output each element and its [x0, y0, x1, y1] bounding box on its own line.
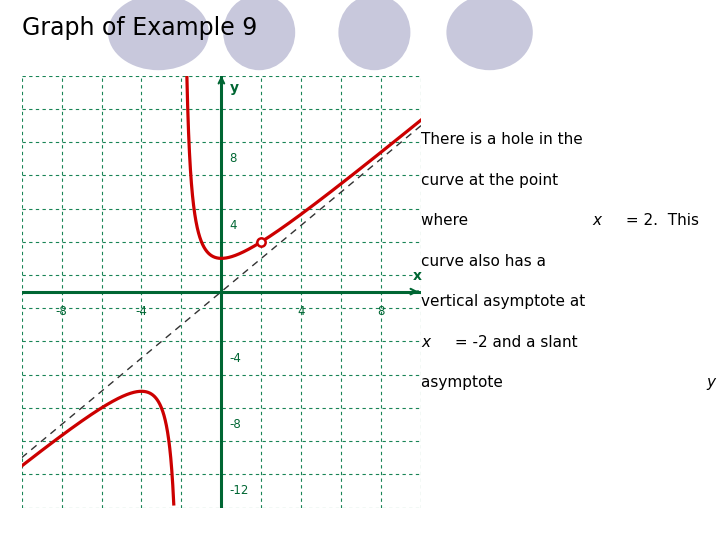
Text: = -2 and a slant: = -2 and a slant: [450, 335, 577, 350]
Text: 8: 8: [230, 152, 237, 165]
Text: -8: -8: [230, 418, 241, 431]
Text: -4: -4: [135, 305, 148, 318]
Text: -8: -8: [55, 305, 68, 318]
Text: y: y: [230, 80, 238, 94]
Text: 4: 4: [297, 305, 305, 318]
Text: x: x: [413, 269, 422, 284]
Text: 8: 8: [377, 305, 385, 318]
Text: vertical asymptote at: vertical asymptote at: [421, 294, 585, 309]
Text: where: where: [421, 213, 473, 228]
Text: = 2.  This: = 2. This: [621, 213, 699, 228]
Text: 4: 4: [230, 219, 237, 232]
Text: -12: -12: [230, 484, 249, 497]
Text: Graph of Example 9: Graph of Example 9: [22, 16, 257, 40]
Text: x: x: [593, 213, 601, 228]
Text: y: y: [706, 375, 715, 390]
Text: There is a hole in the: There is a hole in the: [421, 132, 583, 147]
Text: curve at the point: curve at the point: [421, 173, 558, 188]
Text: curve also has a: curve also has a: [421, 254, 546, 269]
Text: asymptote: asymptote: [421, 375, 508, 390]
Text: -4: -4: [230, 352, 241, 365]
Text: x: x: [421, 335, 431, 350]
